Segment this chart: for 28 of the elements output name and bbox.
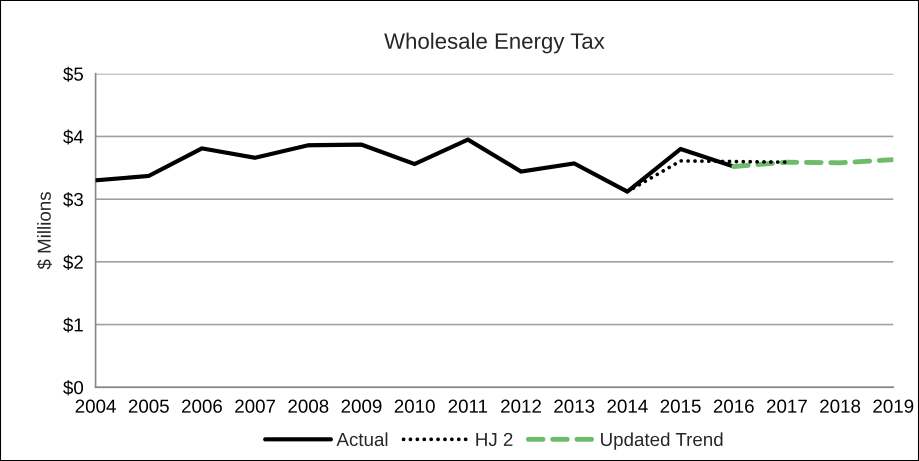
- x-tick-label: 2005: [128, 400, 169, 413]
- legend-label: Actual: [336, 432, 388, 446]
- x-tick-label: 2014: [607, 400, 648, 413]
- y-axis-title: $ Millions: [36, 192, 52, 270]
- x-tick-label: 2011: [448, 400, 488, 413]
- x-tick-label: 2004: [76, 400, 116, 413]
- x-tick-label: 2008: [288, 400, 328, 413]
- x-tick-label: 2015: [660, 400, 701, 413]
- legend-label: HJ 2: [476, 432, 512, 446]
- line-series: [731, 157, 894, 169]
- legend-label: Updated Trend: [601, 432, 722, 450]
- y-tick-label: $2: [63, 254, 83, 270]
- x-tick-label: 2009: [342, 400, 382, 413]
- y-tick-label: $4: [63, 129, 84, 145]
- x-tick-label: 2007: [235, 400, 276, 413]
- x-tick-label: 2016: [714, 400, 754, 413]
- y-tick-label: $3: [63, 192, 83, 208]
- x-tick-label: 2018: [820, 400, 860, 413]
- x-tick-label: 2006: [182, 400, 222, 413]
- y-tick-label: $0: [63, 380, 84, 396]
- y-tick-label: $1: [63, 317, 83, 333]
- chart-title: Wholesale Energy Tax: [384, 32, 605, 54]
- y-tick-label: $5: [63, 66, 83, 82]
- x-tick-label: 2013: [554, 400, 594, 413]
- x-tick-label: 2010: [394, 400, 435, 413]
- x-tick-label: 2017: [767, 400, 807, 413]
- x-tick-label: 2012: [501, 400, 541, 413]
- x-tick-label: 2019: [873, 400, 914, 413]
